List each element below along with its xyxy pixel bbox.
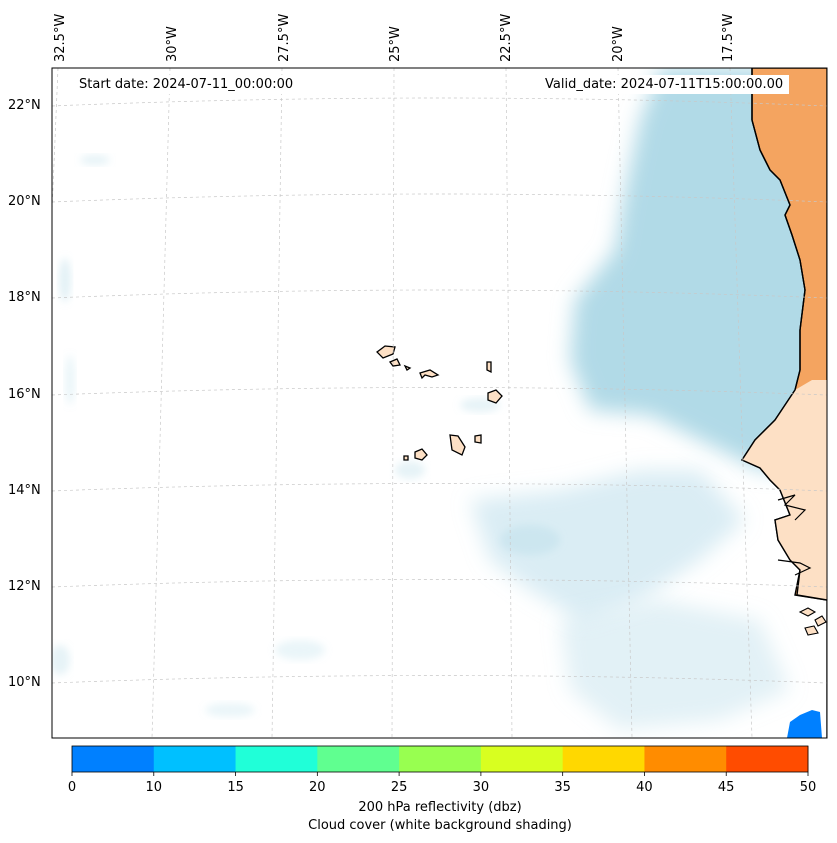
- cloud-region-north: [570, 68, 827, 470]
- colorbar-swatch: [72, 746, 155, 772]
- meridian-17-5W: [729, 68, 753, 738]
- cloud-patch: [395, 461, 425, 479]
- cloud-cover-layer: [52, 68, 827, 730]
- meridian-20W: [617, 68, 633, 738]
- colorbar-tick-25: 25: [390, 780, 408, 795]
- bijagos-islands: [798, 607, 827, 636]
- reflectivity-patch: [787, 710, 822, 738]
- lon-label-27-5W: 27.5°W: [277, 13, 292, 62]
- colorbar-swatch: [726, 746, 809, 772]
- parallel-18N: [52, 289, 827, 299]
- valid-date-label: Valid_date: 2024-07-11T15:00:00.00: [539, 75, 790, 94]
- cloud-patch: [500, 525, 560, 555]
- colorbar-tick-20: 20: [309, 780, 326, 795]
- cloud-region-south: [560, 600, 790, 730]
- colorbar-tick-0: 0: [67, 780, 77, 795]
- colorbar-tick-10: 10: [145, 780, 163, 795]
- meridian-27-5W: [271, 68, 283, 738]
- island-sao-vicente: [388, 358, 401, 367]
- lat-label-22N: 22°N: [8, 98, 41, 113]
- cloud-patch: [59, 258, 71, 302]
- africa-land-light: [742, 380, 827, 600]
- cloud-patch: [460, 398, 500, 412]
- lon-label-32-5W: 32.5°W: [53, 13, 68, 62]
- map-frame: [51, 67, 828, 739]
- colorbar-swatch: [480, 746, 564, 772]
- lon-label-20W: 20°W: [611, 26, 626, 62]
- colorbar-tick-30: 30: [472, 780, 490, 795]
- lat-label-16N: 16°N: [8, 387, 41, 402]
- coast-inlet: [777, 559, 812, 576]
- parallel-10N: [52, 675, 827, 684]
- island-sal: [486, 361, 492, 374]
- colorbar-tick-45: 45: [717, 780, 735, 795]
- colorbar-subtitle: Cloud cover (white background shading): [308, 818, 572, 833]
- meridian-30W: [151, 68, 171, 738]
- cloud-patch: [52, 645, 70, 675]
- lat-label-12N: 12°N: [8, 579, 41, 594]
- meridian-22-5W: [505, 68, 513, 738]
- parallel-14N: [52, 483, 827, 492]
- colorbar-tick-15: 15: [227, 780, 244, 795]
- cloud-patch: [65, 355, 75, 405]
- lat-label-10N: 10°N: [8, 675, 41, 690]
- colorbar-tick-40: 40: [636, 780, 653, 795]
- graticule: [52, 68, 827, 738]
- colorbar-swatch: [644, 746, 727, 772]
- island-brava: [403, 455, 409, 461]
- island-boa-vista: [487, 389, 503, 404]
- colorbar: [72, 746, 809, 772]
- cape-verde-islands: [376, 345, 503, 461]
- colorbar-tick-35: 35: [554, 780, 571, 795]
- colorbar-swatch: [153, 746, 237, 772]
- island-santo-antao: [376, 345, 396, 359]
- colorbar-tick-50: 50: [799, 780, 817, 795]
- colorbar-title: 200 hPa reflectivity (dbz): [358, 800, 522, 815]
- parallel-12N: [52, 579, 827, 588]
- cloud-patch: [205, 703, 255, 717]
- lon-label-30W: 30°W: [165, 26, 180, 62]
- start-date-label: Start date: 2024-07-11_00:00:00: [73, 75, 300, 94]
- lat-label-20N: 20°N: [8, 194, 41, 209]
- island-maio: [474, 434, 482, 444]
- island-sao-nicolau: [419, 369, 440, 380]
- parallel-20N: [52, 193, 827, 203]
- colorbar-swatch: [235, 746, 318, 772]
- lon-label-25W: 25°W: [388, 26, 403, 62]
- lon-label-17-5W: 17.5°W: [721, 13, 736, 62]
- island-santiago: [449, 434, 466, 456]
- cloud-patch: [80, 155, 110, 165]
- lon-label-22-5W: 22.5°W: [499, 13, 514, 62]
- cloud-patch: [275, 640, 325, 660]
- lat-label-18N: 18°N: [8, 290, 41, 305]
- meridian-25W: [391, 68, 395, 738]
- parallel-22N: [52, 97, 827, 107]
- lat-label-14N: 14°N: [8, 483, 41, 498]
- colorbar-swatch: [562, 746, 645, 772]
- island-fogo: [414, 448, 428, 461]
- parallel-16N: [52, 387, 827, 396]
- gambia-river: [777, 494, 807, 521]
- island-santa-luzia: [403, 364, 412, 371]
- colorbar-swatch: [317, 746, 400, 772]
- colorbar-tick-marks: [71, 772, 809, 776]
- colorbar-swatch: [399, 746, 482, 772]
- colorbar-frame: [71, 745, 809, 773]
- africa-coast-line: [740, 68, 827, 601]
- cloud-region-central: [470, 470, 745, 620]
